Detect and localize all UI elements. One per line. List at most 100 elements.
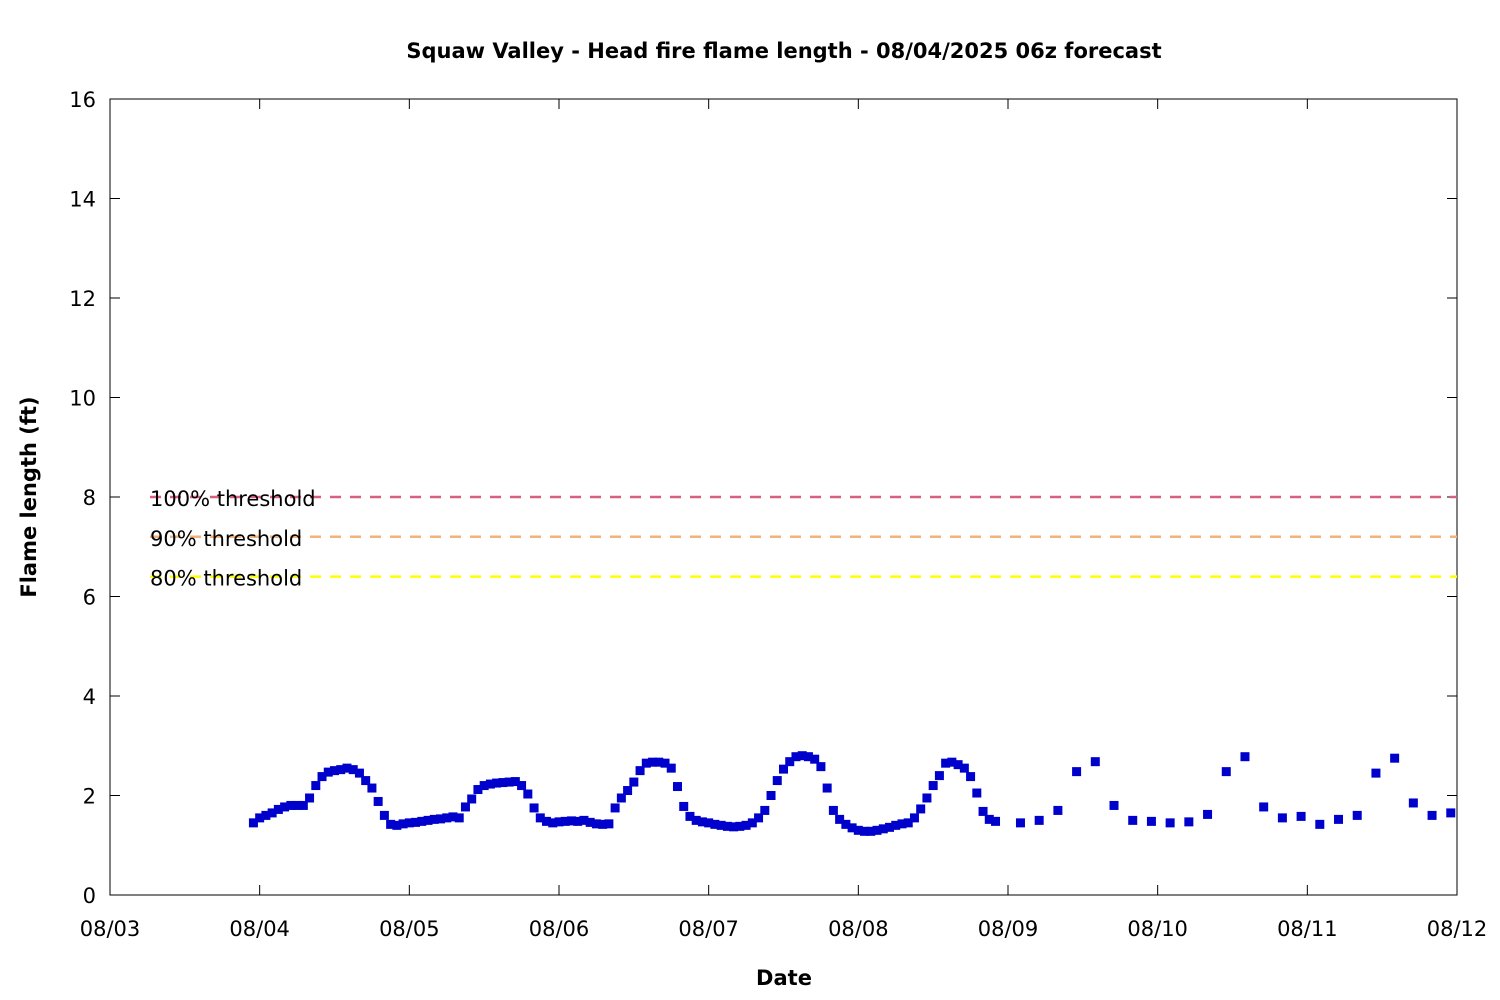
data-point	[286, 800, 296, 810]
x-tick-label: 08/10	[1127, 917, 1188, 941]
data-point	[791, 752, 801, 762]
data-point	[273, 804, 283, 814]
data-point	[548, 818, 558, 828]
y-tick-label: 8	[83, 486, 96, 510]
data-point	[585, 817, 595, 827]
data-point	[1277, 813, 1287, 823]
data-point	[604, 819, 614, 829]
data-point	[261, 810, 271, 820]
data-point	[735, 821, 745, 831]
threshold-label: 80% threshold	[150, 567, 302, 591]
data-point	[710, 819, 720, 829]
data-point	[922, 793, 932, 803]
data-point	[835, 814, 845, 824]
data-point	[579, 815, 589, 825]
data-point	[934, 771, 944, 781]
data-point	[311, 781, 321, 791]
x-tick-label: 08/07	[678, 917, 739, 941]
data-point	[267, 808, 277, 818]
data-point	[716, 820, 726, 830]
x-tick-label: 08/03	[80, 917, 141, 941]
data-point	[785, 757, 795, 767]
data-point	[317, 772, 327, 782]
data-point	[610, 803, 620, 813]
data-point	[691, 815, 701, 825]
data-point	[373, 796, 383, 806]
data-point	[741, 820, 751, 830]
data-point	[1053, 805, 1063, 815]
data-point	[554, 817, 564, 827]
data-point	[473, 785, 483, 795]
x-tick-label: 08/12	[1427, 917, 1488, 941]
data-point	[635, 766, 645, 776]
data-point	[903, 818, 913, 828]
data-point	[629, 777, 639, 787]
data-point	[978, 806, 988, 816]
data-point	[248, 818, 258, 828]
data-point	[361, 776, 371, 786]
data-point	[1427, 810, 1437, 820]
data-point	[1296, 811, 1306, 821]
data-point	[1315, 819, 1325, 829]
data-point	[841, 819, 851, 829]
data-point	[1146, 816, 1156, 826]
data-point	[822, 783, 832, 793]
y-tick-label: 2	[83, 785, 96, 809]
data-point	[666, 763, 676, 773]
data-point	[722, 821, 732, 831]
data-point	[323, 767, 333, 777]
data-point	[591, 819, 601, 829]
data-point	[498, 778, 508, 788]
data-point	[1184, 817, 1194, 827]
y-tick-label: 10	[69, 387, 96, 411]
data-point	[697, 817, 707, 827]
data-point	[704, 818, 714, 828]
data-point	[280, 802, 290, 812]
data-point	[1109, 800, 1119, 810]
x-tick-label: 08/04	[229, 917, 290, 941]
data-point	[423, 815, 433, 825]
data-point	[429, 814, 439, 824]
data-point	[367, 783, 377, 793]
threshold-label: 100% threshold	[150, 487, 316, 511]
x-tick-label: 08/06	[529, 917, 590, 941]
data-point	[897, 819, 907, 829]
data-point	[729, 822, 739, 832]
data-point	[891, 820, 901, 830]
data-point	[928, 781, 938, 791]
data-point	[766, 791, 776, 800]
chart-title: Squaw Valley - Head fire flame length - …	[406, 39, 1161, 63]
data-point	[255, 813, 265, 823]
data-point	[754, 813, 764, 823]
y-tick-label: 0	[83, 884, 96, 908]
threshold-lines: 100% threshold 90% threshold 80% threshold	[150, 487, 1457, 591]
data-point	[623, 786, 633, 796]
data-point	[379, 810, 389, 820]
data-point	[1390, 753, 1400, 763]
data-point	[386, 819, 396, 829]
data-point	[685, 811, 695, 821]
data-point	[1259, 802, 1269, 812]
data-point	[1446, 808, 1456, 818]
flame-length-series	[248, 751, 1456, 836]
data-point	[404, 818, 414, 828]
data-point	[504, 777, 514, 787]
x-axis-label: Date	[756, 966, 812, 990]
threshold-label: 90% threshold	[150, 527, 302, 551]
data-point	[972, 788, 982, 798]
y-axis-label: Flame length (ft)	[17, 396, 41, 597]
y-tick-label: 12	[69, 287, 96, 311]
data-point	[598, 819, 608, 829]
data-point	[1352, 810, 1362, 820]
data-point	[305, 793, 315, 803]
data-point	[916, 804, 926, 814]
data-point	[991, 816, 1001, 826]
data-point	[648, 757, 658, 767]
x-tick-label: 08/09	[978, 917, 1039, 941]
data-point	[510, 777, 520, 787]
data-point	[679, 801, 689, 811]
data-point	[641, 758, 651, 768]
data-point	[654, 757, 664, 767]
data-point	[779, 764, 788, 774]
